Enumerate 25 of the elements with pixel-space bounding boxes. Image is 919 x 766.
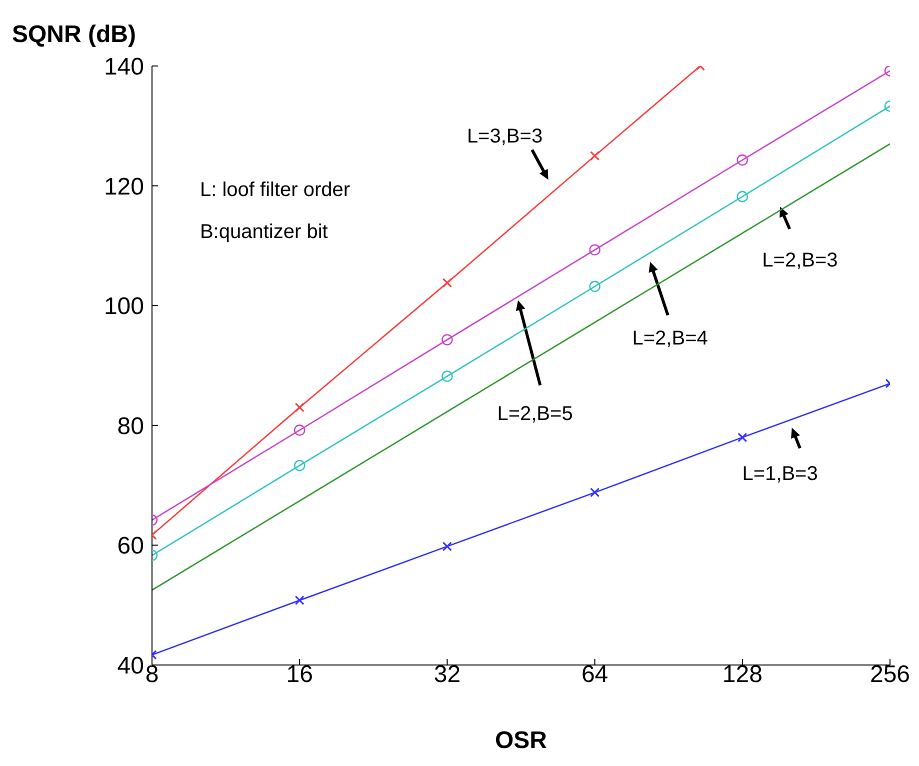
- point: [589, 244, 600, 256]
- annotation: L=2,B=3: [762, 250, 838, 272]
- x-tick-label: 64: [581, 661, 608, 688]
- y-tick-label: 80: [117, 412, 144, 440]
- annotation: L=2,B=5: [497, 403, 573, 426]
- y-tick-label: 100: [104, 293, 144, 320]
- y-tick-label: 120: [104, 173, 144, 200]
- annotation: L=2,B=4: [632, 328, 708, 350]
- y-axis-title: SQNR (dB): [12, 21, 136, 48]
- point: [442, 370, 453, 382]
- x-tick-label: 32: [434, 661, 461, 688]
- y-tick-label: 60: [117, 532, 144, 560]
- x-tick-label: 256: [870, 661, 910, 688]
- x-tick-label: 16: [286, 661, 313, 688]
- y-tick-label: 140: [104, 54, 144, 81]
- y-tick-label: 40: [117, 652, 144, 680]
- point: [589, 280, 600, 292]
- annotation: L=1,B=3: [742, 462, 818, 485]
- x-axis-title: OSR: [494, 727, 548, 754]
- x-tick-label: 128: [722, 661, 762, 688]
- x-tick-label: 8: [145, 661, 159, 688]
- annotation: L=3,B=3: [466, 126, 543, 148]
- annotation: L: loof filter order: [200, 178, 350, 201]
- point: [442, 334, 453, 346]
- annotation: B:quantizer bit: [200, 220, 328, 243]
